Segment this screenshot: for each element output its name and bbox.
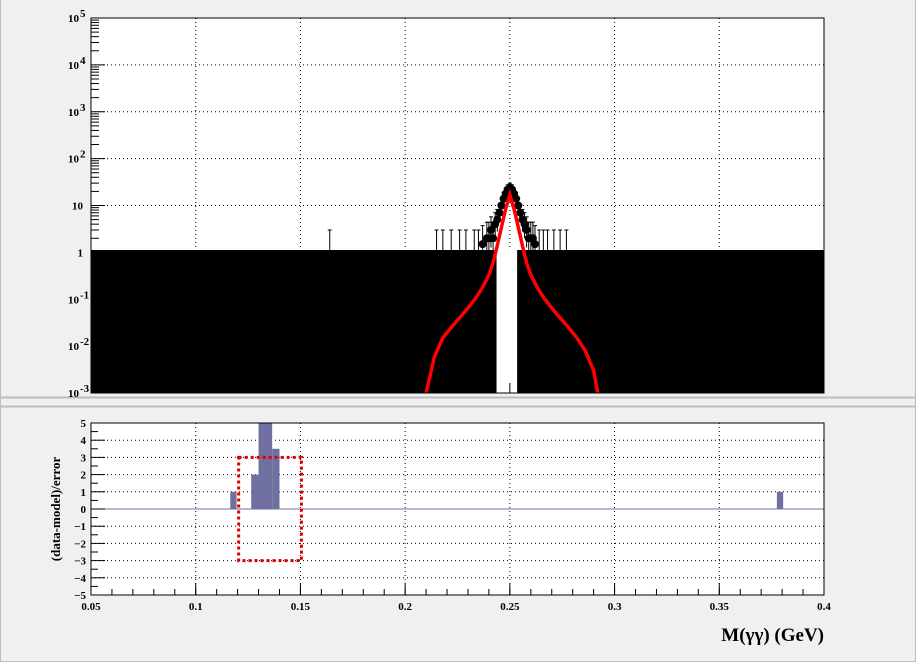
y-tick-label: 10: [68, 13, 80, 25]
residual-bars: [230, 423, 784, 509]
y-tick-label: 1: [78, 247, 84, 259]
x-tick-label: 0.2: [398, 601, 412, 613]
fit-curve: [424, 188, 600, 394]
y-tick-label: 10: [68, 341, 80, 353]
x-tick-label: 0.1: [189, 601, 203, 613]
data-point: [489, 234, 498, 243]
data-point: [478, 240, 487, 249]
peak-gap: [496, 250, 518, 393]
residual-bar: [258, 423, 273, 509]
y-tick-label: 3: [81, 452, 87, 464]
y-tick-label: −2: [74, 538, 86, 550]
y-tick-exponent: 2: [80, 149, 86, 161]
data-point: [522, 226, 531, 235]
residual-bar: [230, 491, 237, 509]
y-tick-exponent: -1: [80, 289, 89, 301]
x-tick-label: 0.05: [81, 601, 101, 613]
fit-data-points: [327, 182, 569, 393]
y-tick-label: −1: [74, 521, 86, 533]
y-tick-label: 10: [68, 154, 80, 166]
y-tick-label: 1: [81, 487, 87, 499]
y-tick-exponent: -3: [80, 383, 90, 395]
residual-bar: [272, 448, 280, 509]
y-tick-label: 10: [68, 294, 80, 306]
y-tick-label: −5: [74, 590, 86, 602]
y-tick-exponent: 5: [80, 8, 86, 20]
y-tick-label: 4: [81, 435, 87, 447]
data-point: [495, 208, 504, 217]
x-tick-label: 0.15: [291, 601, 311, 613]
x-tick-label: 0.4: [817, 601, 831, 613]
fit-x-axis: [90, 383, 825, 393]
data-point: [493, 215, 502, 224]
y-tick-label: 2: [81, 470, 87, 482]
residual-plot-grid: [91, 423, 824, 595]
y-tick-label: −4: [74, 573, 86, 585]
y-axis-title: (data-model)/error: [48, 457, 63, 562]
y-tick-label: 0: [81, 504, 87, 516]
y-tick-exponent: 3: [80, 102, 86, 114]
residual-bar: [251, 474, 259, 509]
y-tick-label: 10: [68, 107, 80, 119]
x-tick-label: 0.25: [500, 601, 520, 613]
y-tick-label: 10: [68, 388, 80, 400]
residual-x-axis: 0.05 0.1 0.15 0.2 0.25 0.3 0.35 0.4: [81, 583, 831, 613]
y-tick-label: 5: [81, 418, 87, 430]
x-tick-label: 0.3: [608, 601, 622, 613]
highlight-box: [237, 455, 303, 563]
residual-y-axis: −5 −4 −3 −2 −1 0 1 2 3 4 5: [74, 418, 105, 602]
data-point: [530, 240, 539, 249]
y-tick-label: 10: [68, 60, 80, 72]
y-tick-label: 10: [72, 201, 84, 213]
y-tick-label: −3: [74, 556, 86, 568]
residual-bar: [776, 491, 784, 509]
x-tick-label: 0.35: [710, 601, 730, 613]
x-axis-title: M(γγ) (GeV): [721, 625, 824, 646]
y-tick-exponent: -2: [80, 336, 90, 348]
y-tick-exponent: 4: [80, 55, 86, 67]
